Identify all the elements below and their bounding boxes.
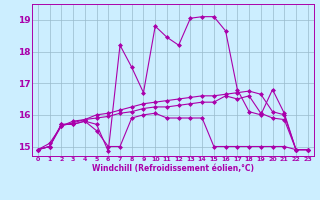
X-axis label: Windchill (Refroidissement éolien,°C): Windchill (Refroidissement éolien,°C) (92, 164, 254, 173)
